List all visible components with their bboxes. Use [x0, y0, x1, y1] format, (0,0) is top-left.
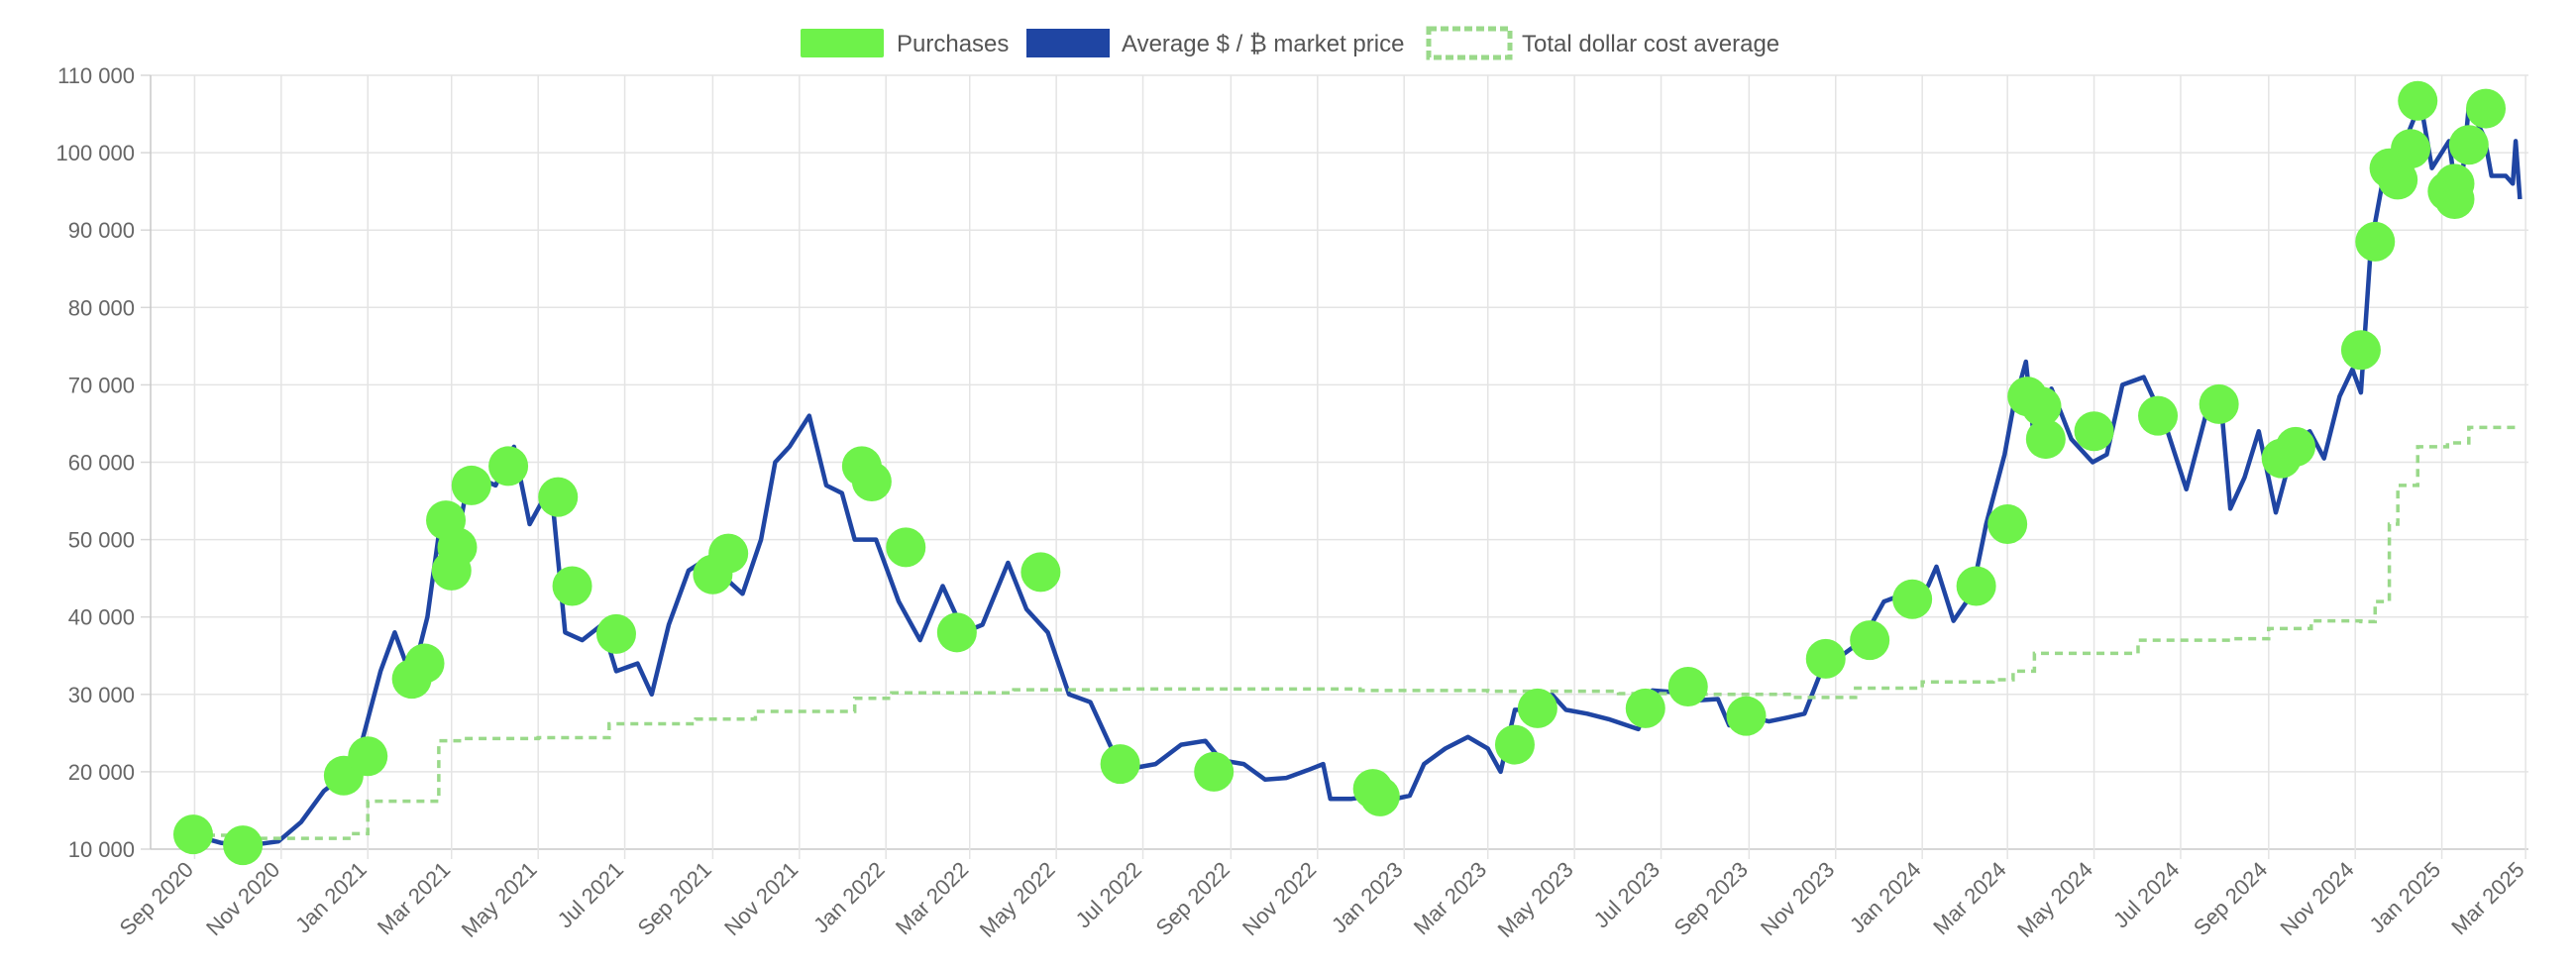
purchase-point[interactable] — [1494, 724, 1535, 765]
x-tick-label: Sep 2022 — [1151, 857, 1234, 940]
y-tick-label: 110 000 — [57, 63, 135, 88]
x-tick-label: Jul 2022 — [1071, 857, 1147, 933]
legend-label-purchases: Purchases — [897, 31, 1009, 57]
purchase-point[interactable] — [1517, 688, 1557, 728]
y-tick-label: 100 000 — [55, 141, 135, 165]
x-tick-label: Sep 2020 — [115, 857, 198, 940]
purchase-point[interactable] — [708, 533, 749, 574]
x-tick-label: May 2023 — [1493, 857, 1578, 942]
x-tick-label: Nov 2020 — [201, 857, 284, 940]
series-line-price — [192, 100, 2522, 848]
x-tick-label: May 2021 — [457, 857, 542, 942]
purchase-point[interactable] — [2340, 330, 2381, 371]
purchase-point[interactable] — [851, 462, 892, 502]
x-tick-label: Nov 2024 — [2275, 857, 2358, 940]
x-tick-label: Nov 2023 — [1756, 857, 1839, 940]
x-tick-label: Jan 2025 — [2364, 857, 2445, 938]
purchase-point[interactable] — [1956, 566, 1996, 606]
y-tick-label: 20 000 — [68, 760, 135, 785]
purchase-point[interactable] — [1625, 688, 1665, 728]
purchase-point[interactable] — [936, 612, 977, 653]
purchase-point[interactable] — [2391, 129, 2431, 169]
purchase-point[interactable] — [2276, 426, 2316, 467]
legend-label-price: Average $ / ₿ market price — [1122, 31, 1404, 57]
purchase-point[interactable] — [1987, 503, 2028, 544]
grid — [141, 74, 2528, 859]
x-tick-label: Jan 2024 — [1845, 857, 1926, 938]
legend-swatch-dca — [1426, 26, 1513, 60]
y-tick-label: 80 000 — [68, 295, 135, 320]
x-tick-label: Sep 2021 — [633, 857, 716, 940]
purchase-point[interactable] — [2355, 221, 2396, 262]
purchase-point[interactable] — [1726, 696, 1767, 736]
purchase-point[interactable] — [1020, 552, 1061, 593]
purchase-point[interactable] — [1805, 638, 1846, 679]
purchase-point[interactable] — [404, 643, 445, 684]
purchase-point[interactable] — [1892, 579, 1933, 619]
purchase-point[interactable] — [552, 566, 592, 606]
purchase-point[interactable] — [2074, 411, 2114, 452]
x-tick-label: Jan 2022 — [808, 857, 890, 938]
purchase-point[interactable] — [451, 465, 491, 505]
purchase-point[interactable] — [1850, 620, 1890, 661]
x-axis-ticks: Sep 2020 Nov 2020 Jan 2021 Mar 2021 May 2021… — [115, 857, 2529, 942]
purchase-point[interactable] — [1194, 751, 1234, 792]
y-tick-label: 60 000 — [68, 451, 135, 476]
purchase-point[interactable] — [172, 814, 213, 855]
x-tick-label: Mar 2025 — [2446, 857, 2528, 939]
legend-label-dca: Total dollar cost average — [1522, 31, 1779, 57]
y-axis-ticks: 10 000 20 000 30 000 40 000 50 000 60 000 70 0… — [55, 63, 135, 862]
x-tick-label: Jul 2021 — [553, 857, 629, 933]
purchase-point[interactable] — [348, 736, 388, 777]
purchase-point[interactable] — [437, 527, 478, 568]
legend-item-price[interactable]: Average $ / ₿ market price — [1026, 29, 1404, 57]
x-tick-label: Sep 2023 — [1669, 857, 1753, 940]
legend-swatch-purchases — [801, 29, 884, 57]
legend-swatch-price — [1026, 29, 1110, 57]
x-tick-label: Sep 2024 — [2189, 857, 2272, 940]
series-line-dca — [192, 425, 2521, 840]
legend: Purchases Average $ / ₿ market price Tot… — [801, 26, 1779, 60]
purchase-point[interactable] — [538, 477, 579, 517]
x-tick-label: May 2022 — [975, 857, 1060, 942]
x-tick-label: Mar 2022 — [891, 857, 973, 939]
purchase-point[interactable] — [886, 527, 926, 568]
purchase-point[interactable] — [488, 446, 529, 486]
purchase-point[interactable] — [595, 613, 636, 654]
purchase-point[interactable] — [1667, 666, 1708, 706]
x-tick-label: Nov 2021 — [719, 857, 803, 940]
purchase-markers — [172, 80, 2507, 866]
x-tick-label: Mar 2023 — [1409, 857, 1491, 939]
x-tick-label: May 2024 — [2012, 857, 2097, 942]
y-tick-label: 90 000 — [68, 218, 135, 243]
purchase-point[interactable] — [2025, 419, 2066, 460]
purchase-point[interactable] — [223, 825, 264, 866]
legend-item-purchases[interactable]: Purchases — [801, 29, 1009, 57]
purchase-point[interactable] — [2448, 125, 2489, 165]
y-tick-label: 30 000 — [68, 683, 135, 707]
purchase-point[interactable] — [2138, 395, 2179, 436]
purchase-point[interactable] — [2466, 88, 2507, 129]
y-tick-label: 70 000 — [68, 373, 135, 397]
purchase-point[interactable] — [2398, 80, 2438, 121]
y-tick-label: 40 000 — [68, 605, 135, 630]
purchase-point[interactable] — [1100, 744, 1140, 785]
purchase-point[interactable] — [2021, 386, 2062, 427]
x-tick-label: Jan 2023 — [1327, 857, 1408, 938]
purchase-point[interactable] — [1359, 776, 1400, 816]
x-tick-label: Jan 2021 — [290, 857, 372, 938]
x-tick-label: Nov 2022 — [1237, 857, 1321, 940]
y-tick-label: 50 000 — [68, 528, 135, 553]
purchase-point[interactable] — [2378, 160, 2418, 200]
x-tick-label: Jul 2023 — [1589, 857, 1665, 933]
x-tick-label: Jul 2024 — [2108, 857, 2185, 933]
series-layer — [192, 100, 2522, 848]
x-tick-label: Mar 2021 — [373, 857, 455, 939]
y-tick-label: 10 000 — [68, 837, 135, 862]
purchase-point[interactable] — [2434, 178, 2475, 219]
purchase-point[interactable] — [2199, 383, 2239, 424]
legend-item-dca[interactable]: Total dollar cost average — [1426, 26, 1779, 60]
x-tick-label: Mar 2024 — [1928, 857, 2010, 939]
